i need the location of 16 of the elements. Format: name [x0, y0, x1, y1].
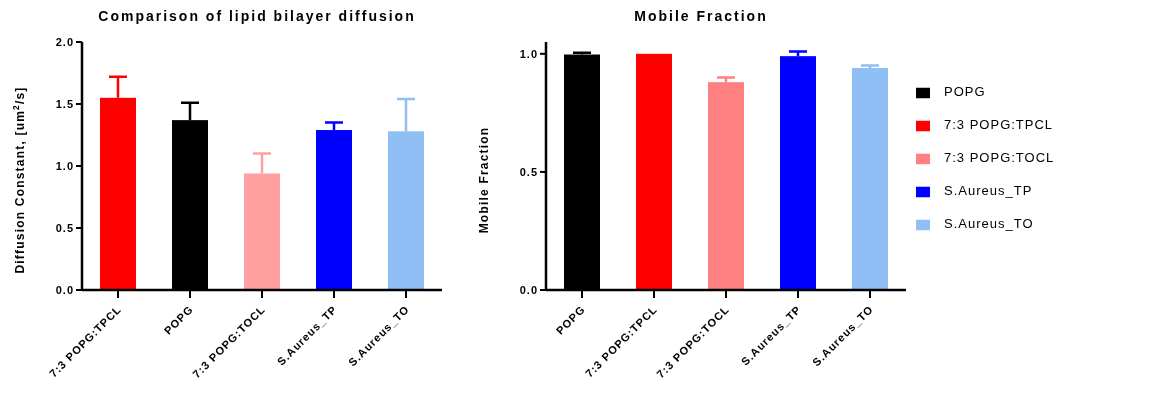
y-tick-label: 1.0 [519, 47, 538, 60]
legend-label: S.Aureus_TO [944, 216, 1034, 231]
legend-label: S.Aureus_TP [944, 183, 1033, 198]
y-tick-label: 1.5 [55, 97, 74, 110]
legend-label: POPG [944, 84, 986, 99]
y-tick-label: 0.0 [55, 283, 74, 296]
y-tick-label: 0.0 [519, 283, 538, 296]
legend-label: 7:3 POPG:TOCL [944, 150, 1055, 165]
y-tick-label: 0.5 [519, 165, 538, 178]
y-tick-label: 0.5 [55, 221, 74, 234]
chart-title: Comparison of lipid bilayer diffusion [97, 8, 417, 26]
y-tick-label: 2.0 [55, 35, 74, 48]
y-tick-label: 1.0 [55, 159, 74, 172]
chart-title: Mobile Fraction [633, 8, 769, 26]
y-axis-title: Mobile Fraction [477, 126, 491, 234]
legend-label: 7:3 POPG:TPCL [944, 117, 1054, 132]
